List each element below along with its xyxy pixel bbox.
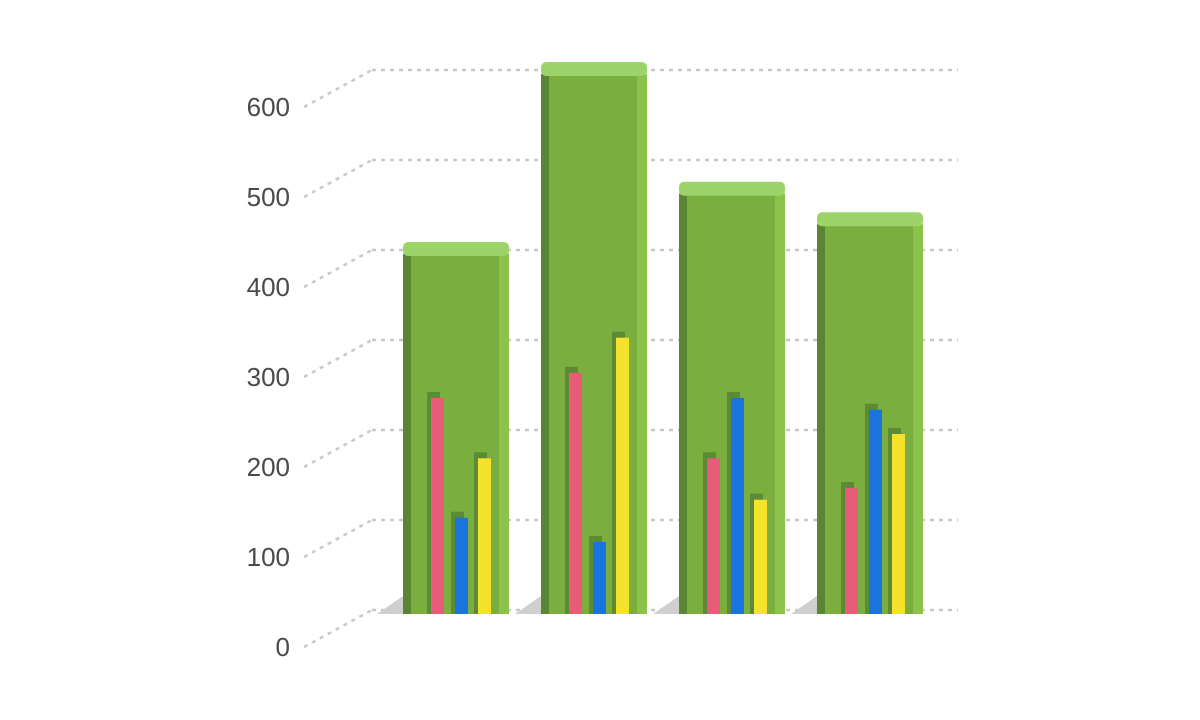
inner-bar	[478, 458, 491, 614]
bar-floor-shadow	[791, 596, 817, 614]
bar-group	[791, 212, 923, 615]
y-tick-label: 100	[247, 542, 290, 572]
inner-bar	[754, 499, 767, 614]
bar-highlight	[637, 74, 647, 614]
inner-bar	[869, 409, 882, 614]
gridline-diag-200	[303, 428, 373, 469]
inner-bar	[569, 372, 582, 614]
bar-floor-shadow	[377, 596, 403, 614]
bar-side	[817, 224, 825, 615]
inner-bar	[431, 398, 444, 614]
bar-highlight	[913, 224, 923, 615]
bars	[377, 62, 923, 615]
gridline-diag-400	[303, 248, 373, 289]
gridline-diag-500	[303, 158, 373, 199]
y-tick-label: 200	[247, 452, 290, 482]
bar-cap	[817, 212, 923, 227]
inner-bar	[845, 488, 858, 614]
inner-bar	[455, 517, 468, 614]
bar-cap	[403, 242, 509, 256]
inner-bar	[616, 337, 629, 614]
bar-highlight	[499, 254, 509, 614]
y-tick-label: 400	[247, 272, 290, 302]
bar-side	[403, 254, 411, 614]
bar-main	[549, 74, 647, 614]
inner-bar	[707, 458, 720, 614]
gridline-diag-100	[303, 518, 373, 559]
bar-side	[679, 193, 687, 614]
inner-bar	[593, 542, 606, 614]
y-tick-label: 500	[247, 182, 290, 212]
gridline-diag-600	[303, 68, 373, 109]
y-axis-labels: 0 100 200 300 400 500 600	[247, 92, 290, 662]
bar-cap	[679, 181, 785, 196]
bar-side	[541, 74, 549, 614]
gridline-diag-0	[303, 608, 373, 649]
inner-bar	[731, 398, 744, 614]
bar-floor-shadow	[653, 596, 679, 614]
bar-highlight	[775, 193, 785, 614]
y-tick-label: 0	[276, 632, 290, 662]
y-tick-label: 300	[247, 362, 290, 392]
bar-group	[653, 181, 785, 614]
bar-group	[377, 242, 509, 614]
y-tick-label: 600	[247, 92, 290, 122]
bar-group	[515, 62, 647, 614]
bar-cap	[541, 62, 647, 76]
inner-bar	[892, 434, 905, 614]
bar-floor-shadow	[515, 596, 541, 614]
gridline-diag-300	[303, 338, 373, 379]
